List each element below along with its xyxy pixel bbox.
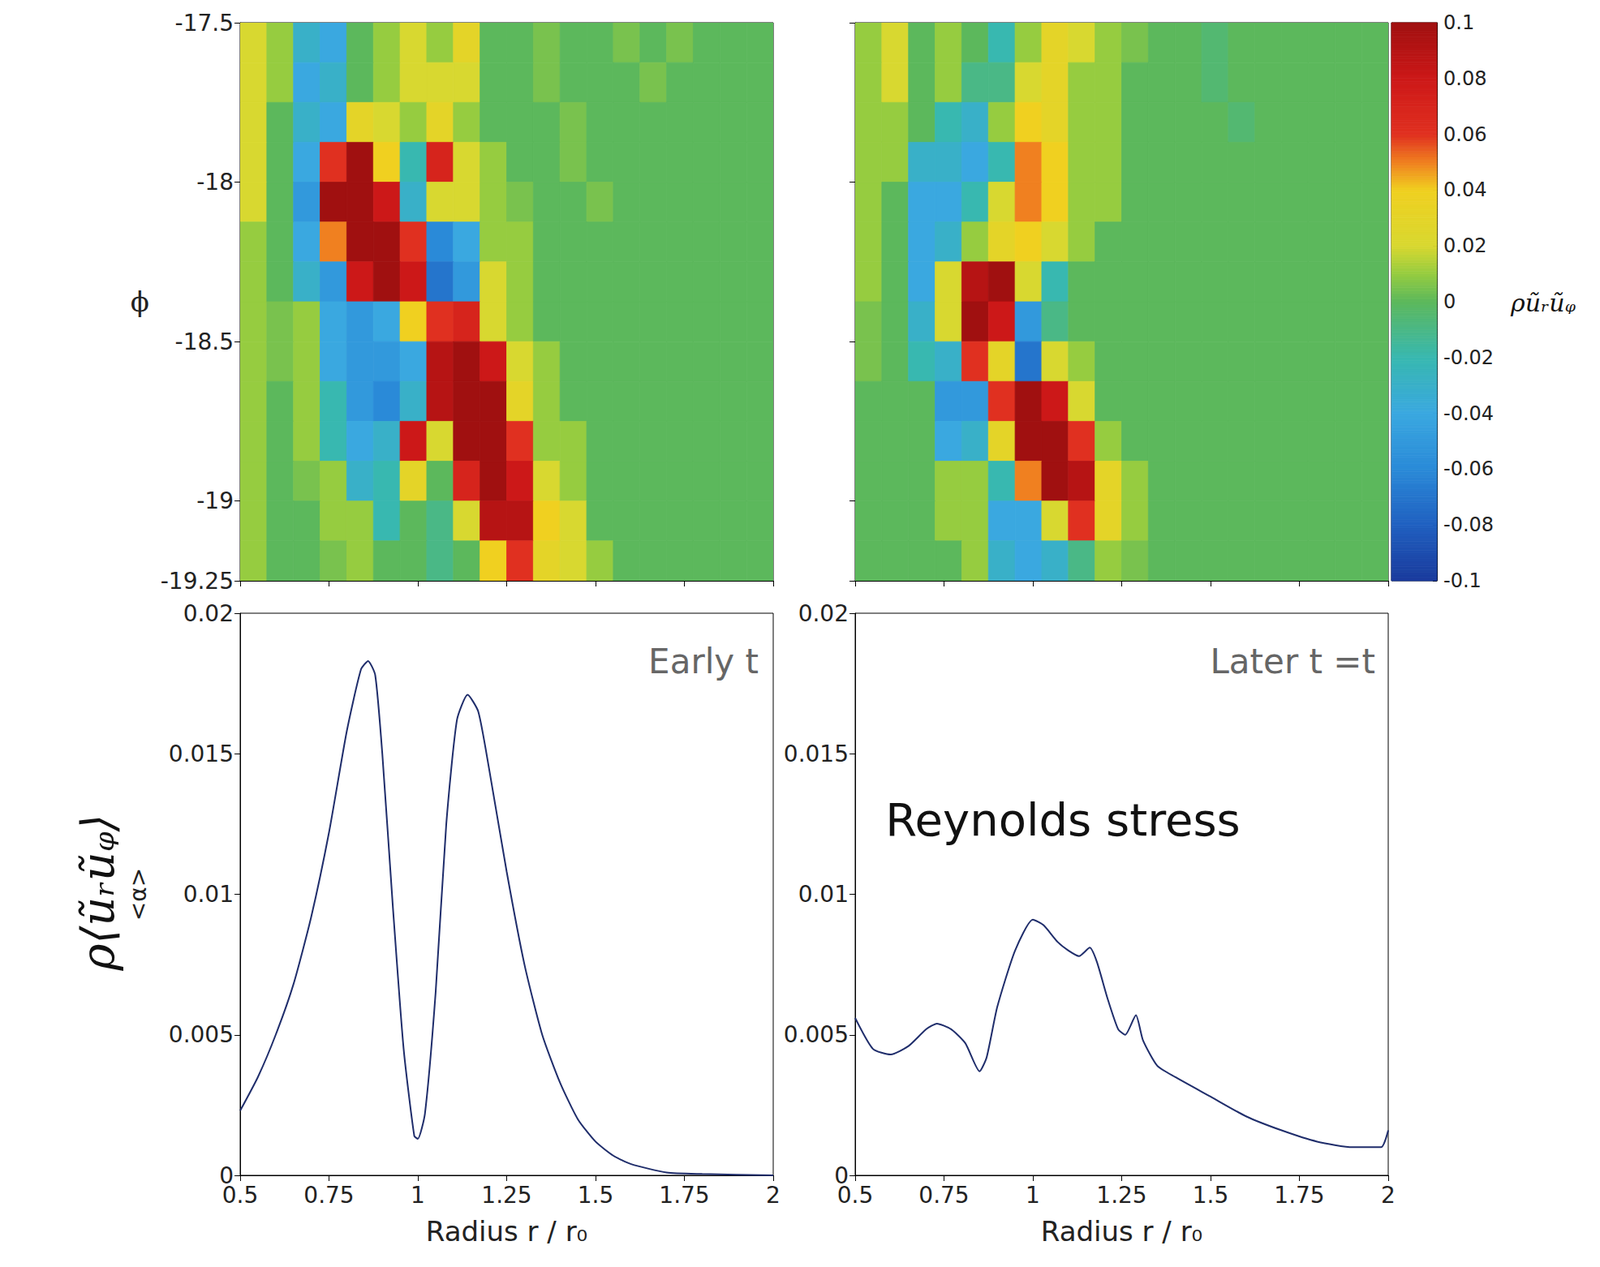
svg-text:0.1: 0.1 <box>1443 11 1475 35</box>
svg-text:0: 0 <box>219 1162 234 1190</box>
svg-text:0.5: 0.5 <box>837 1182 874 1209</box>
svg-text:1.5: 1.5 <box>1192 1182 1230 1209</box>
svg-text:0.06: 0.06 <box>1443 123 1487 147</box>
svg-text:1: 1 <box>410 1182 426 1209</box>
svg-text:Radius r / r₀: Radius r / r₀ <box>425 1215 588 1248</box>
svg-text:0.02: 0.02 <box>1443 234 1487 258</box>
svg-text:0.015: 0.015 <box>783 740 849 768</box>
svg-text:-0.1: -0.1 <box>1443 569 1482 593</box>
svg-text:-0.08: -0.08 <box>1443 513 1494 537</box>
svg-text:Later t =t: Later t =t <box>1209 641 1376 682</box>
svg-text:0.75: 0.75 <box>918 1182 969 1209</box>
svg-text:0.08: 0.08 <box>1443 67 1487 91</box>
svg-text:1.25: 1.25 <box>481 1182 532 1209</box>
svg-text:-19: -19 <box>196 487 234 515</box>
svg-text:-0.04: -0.04 <box>1443 402 1494 426</box>
svg-text:-18.5: -18.5 <box>175 328 234 356</box>
svg-text:0.5: 0.5 <box>222 1182 259 1209</box>
svg-text:1.25: 1.25 <box>1096 1182 1147 1209</box>
svg-text:-18: -18 <box>196 168 234 196</box>
svg-text:-19.25: -19.25 <box>160 567 234 595</box>
svg-text:2: 2 <box>765 1182 781 1209</box>
svg-text:0.02: 0.02 <box>183 600 234 628</box>
svg-text:ϕ: ϕ <box>130 285 150 319</box>
svg-text:0: 0 <box>1443 290 1456 314</box>
svg-text:2: 2 <box>1380 1182 1396 1209</box>
svg-text:ρũᵣũᵩ: ρũᵣũᵩ <box>1509 288 1577 318</box>
svg-text:0.005: 0.005 <box>168 1021 234 1049</box>
svg-text:Radius r / r₀: Radius r / r₀ <box>1040 1215 1203 1248</box>
svg-text:0.01: 0.01 <box>798 881 849 908</box>
svg-text:<α>: <α> <box>124 868 152 921</box>
svg-text:0.005: 0.005 <box>783 1021 849 1049</box>
svg-text:-0.06: -0.06 <box>1443 457 1494 481</box>
svg-text:Early t: Early t <box>648 641 759 682</box>
svg-text:1.5: 1.5 <box>577 1182 615 1209</box>
svg-text:-17.5: -17.5 <box>175 9 234 37</box>
svg-text:0.015: 0.015 <box>168 740 234 768</box>
svg-text:0.04: 0.04 <box>1443 178 1487 202</box>
svg-text:1: 1 <box>1025 1182 1041 1209</box>
svg-text:Reynolds stress: Reynolds stress <box>885 793 1241 847</box>
svg-text:ρ⟨ũᵣũᵩ⟩: ρ⟨ũᵣũᵩ⟩ <box>71 814 125 973</box>
svg-text:0: 0 <box>834 1162 849 1190</box>
svg-text:1.75: 1.75 <box>658 1182 710 1209</box>
svg-text:0.01: 0.01 <box>183 881 234 908</box>
svg-text:0.75: 0.75 <box>303 1182 354 1209</box>
svg-text:-0.02: -0.02 <box>1443 346 1494 370</box>
svg-text:1.75: 1.75 <box>1273 1182 1325 1209</box>
svg-text:0.02: 0.02 <box>798 600 849 628</box>
